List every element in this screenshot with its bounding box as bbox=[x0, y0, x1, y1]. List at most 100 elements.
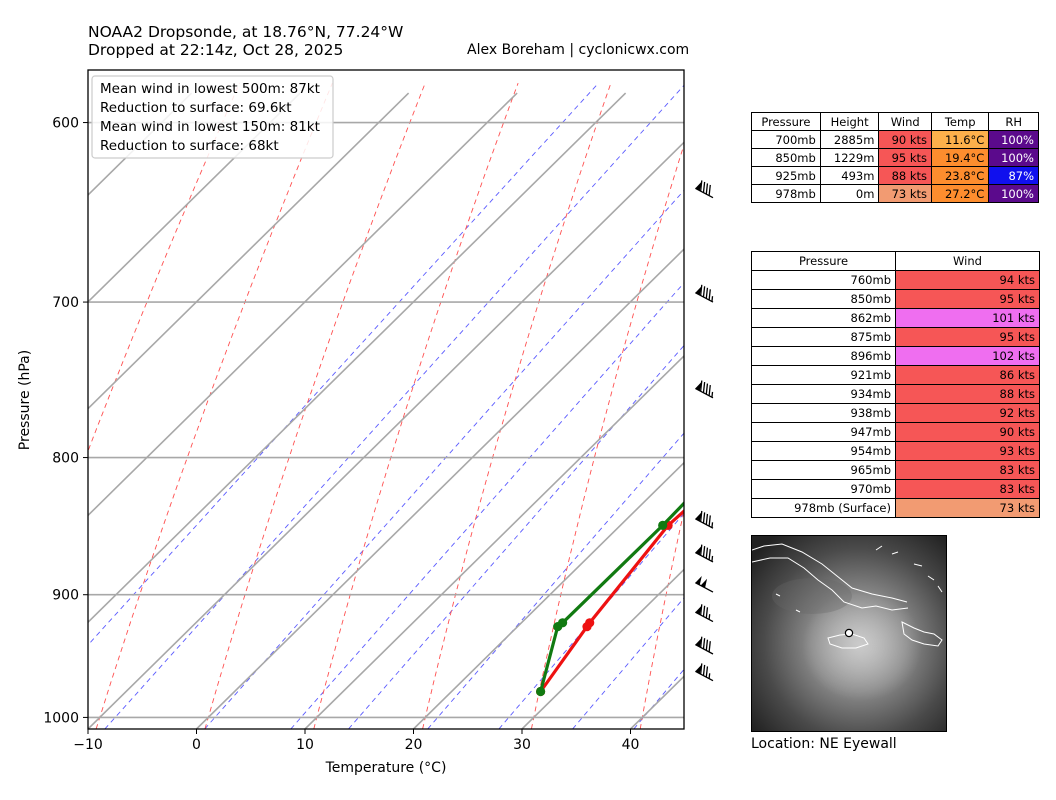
summary-rh: 100% bbox=[988, 130, 1039, 149]
y-tick-label: 900 bbox=[52, 588, 79, 604]
dry-adiabat-line bbox=[88, 82, 240, 453]
summary-header-rh: RH bbox=[988, 112, 1039, 131]
wind-barb bbox=[695, 663, 714, 682]
plot-frame bbox=[87, 69, 685, 730]
location-label: Location: NE Eyewall bbox=[751, 736, 897, 752]
wind-table: Pressure Wind 760mb 94 kts 850mb 95 kts 86… bbox=[751, 251, 1040, 518]
wind-pressure: 954mb bbox=[751, 441, 896, 461]
info-line-1: Mean wind in lowest 500m: 87kt bbox=[100, 81, 320, 97]
wind-pressure: 760mb bbox=[751, 270, 896, 290]
wind-barb bbox=[695, 604, 714, 623]
wind-row: 896mb 102 kts bbox=[751, 346, 1040, 366]
wind-speed: 83 kts bbox=[895, 479, 1040, 499]
summary-height: 493m bbox=[819, 166, 880, 185]
isotherm-line bbox=[0, 93, 83, 729]
wind-pressure: 934mb bbox=[751, 384, 896, 404]
title-line-2: Dropped at 22:14z, Oct 28, 2025 bbox=[88, 41, 344, 59]
wind-row: 938mb 92 kts bbox=[751, 403, 1040, 423]
summary-header-wind: Wind bbox=[878, 112, 933, 131]
summary-temp: 19.4°C bbox=[931, 148, 990, 167]
wind-barb bbox=[695, 544, 714, 563]
y-axis-label: Pressure (hPa) bbox=[17, 350, 33, 450]
wind-barb bbox=[695, 284, 714, 303]
wind-header-row: Pressure Wind bbox=[751, 251, 1040, 271]
x-tick-label: 40 bbox=[622, 737, 640, 753]
wind-row: 954mb 93 kts bbox=[751, 441, 1040, 461]
wind-pressure: 970mb bbox=[751, 479, 896, 499]
y-tick-label: 1000 bbox=[43, 710, 79, 726]
summary-wind: 88 kts bbox=[878, 166, 933, 185]
cuba-coastline bbox=[752, 543, 909, 611]
isotherm-line bbox=[88, 92, 301, 303]
wind-speed: 95 kts bbox=[895, 289, 1040, 309]
isotherm-line bbox=[412, 461, 684, 729]
temperature-point bbox=[582, 622, 592, 632]
summary-row: 850mb 1229m 95 kts 19.4°C 100% bbox=[751, 148, 1039, 167]
wind-speed: 94 kts bbox=[895, 270, 1040, 290]
x-tick-label: 0 bbox=[192, 737, 201, 753]
wind-pressure: 921mb bbox=[751, 365, 896, 385]
wind-pressure: 850mb bbox=[751, 289, 896, 309]
dry-adiabat-line bbox=[204, 82, 426, 729]
wind-speed: 90 kts bbox=[895, 422, 1040, 442]
wind-pressure: 965mb bbox=[751, 460, 896, 480]
dry-adiabat-line bbox=[313, 82, 519, 729]
wind-barb bbox=[695, 380, 714, 399]
isotherm-line bbox=[88, 92, 627, 624]
summary-header-row: Pressure Height Wind Temp RH bbox=[751, 112, 1039, 131]
summary-wind: 95 kts bbox=[878, 148, 933, 167]
x-tick-label: 30 bbox=[513, 737, 531, 753]
x-tick-label: −10 bbox=[73, 737, 103, 753]
wind-speed: 95 kts bbox=[895, 327, 1040, 347]
summary-height: 1229m bbox=[819, 148, 880, 167]
wind-speed: 93 kts bbox=[895, 441, 1040, 461]
mixing-ratio-line bbox=[204, 189, 684, 729]
summary-table: Pressure Height Wind Temp RH 700mb 2885m… bbox=[751, 112, 1039, 203]
summary-rh: 100% bbox=[988, 148, 1039, 167]
wind-speed: 102 kts bbox=[895, 346, 1040, 366]
wind-barb bbox=[695, 180, 714, 199]
y-tick-label: 800 bbox=[52, 451, 79, 467]
wind-row: 947mb 90 kts bbox=[751, 422, 1040, 442]
mixing-ratio-line bbox=[498, 512, 684, 729]
wind-barb bbox=[695, 575, 714, 593]
mixing-ratio-line bbox=[572, 597, 684, 729]
summary-pressure: 700mb bbox=[751, 130, 821, 149]
summary-header-pressure: Pressure bbox=[751, 112, 821, 131]
dry-adiabat-line bbox=[95, 82, 333, 729]
summary-pressure: 850mb bbox=[751, 148, 821, 167]
title-line-1: NOAA2 Dropsonde, at 18.76°N, 77.24°W bbox=[88, 23, 404, 41]
info-box: Mean wind in lowest 500m: 87kt Reduction… bbox=[91, 75, 334, 159]
wind-speed: 73 kts bbox=[895, 498, 1040, 518]
credit-text: Alex Boreham | cyclonicwx.com bbox=[467, 42, 690, 58]
summary-header-temp: Temp bbox=[931, 112, 990, 131]
wind-speed: 88 kts bbox=[895, 384, 1040, 404]
wind-header-wind: Wind bbox=[895, 251, 1040, 271]
summary-temp: 27.2°C bbox=[931, 184, 990, 203]
wind-header-pressure: Pressure bbox=[751, 251, 896, 271]
jamaica-coastline bbox=[827, 633, 869, 649]
mixing-ratio-line bbox=[348, 344, 684, 729]
wind-barb bbox=[695, 636, 714, 655]
wind-pressure: 947mb bbox=[751, 422, 896, 442]
drop-location-marker bbox=[844, 628, 854, 638]
mixing-ratio-line bbox=[88, 82, 599, 646]
wind-speed: 86 kts bbox=[895, 365, 1040, 385]
info-line-3: Mean wind in lowest 150m: 81kt bbox=[100, 119, 320, 135]
satellite-map bbox=[751, 535, 947, 732]
summary-row: 700mb 2885m 90 kts 11.6°C 100% bbox=[751, 130, 1039, 149]
wind-speed: 83 kts bbox=[895, 460, 1040, 480]
wind-row: 862mb 101 kts bbox=[751, 308, 1040, 328]
hispaniola-coastline bbox=[901, 621, 943, 647]
temperature-point bbox=[713, 476, 722, 485]
summary-wind: 73 kts bbox=[878, 184, 933, 203]
summary-rh: 100% bbox=[988, 184, 1039, 203]
isotherm-line bbox=[304, 354, 684, 729]
summary-temp: 11.6°C bbox=[931, 130, 990, 149]
isotherm-line bbox=[88, 141, 684, 729]
wind-row: 850mb 95 kts bbox=[751, 289, 1040, 309]
info-line-2: Reduction to surface: 69.6kt bbox=[100, 100, 292, 116]
isotherm-line bbox=[195, 248, 684, 729]
isotherm-line bbox=[88, 92, 410, 410]
